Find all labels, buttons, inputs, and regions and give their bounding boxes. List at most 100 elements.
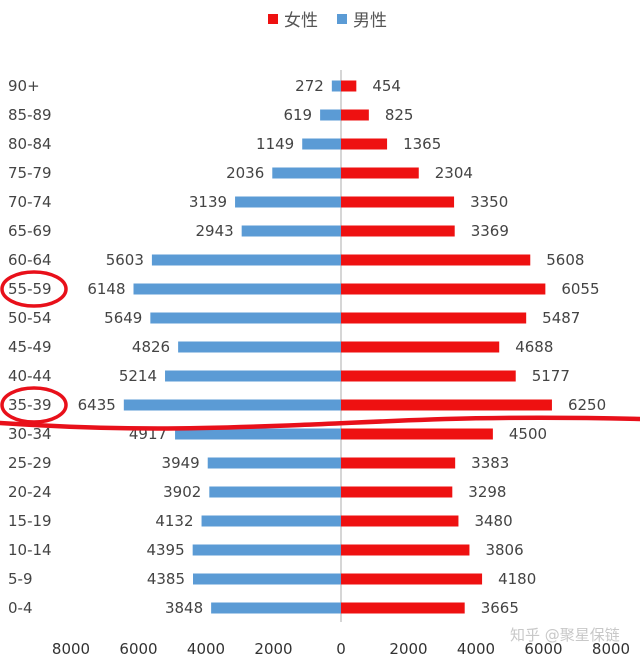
female-bar xyxy=(341,109,369,121)
female-data-label: 5177 xyxy=(532,367,570,385)
x-tick-label: 2000 xyxy=(389,640,427,658)
female-bar xyxy=(341,138,388,150)
female-bar xyxy=(341,370,516,382)
male-data-label: 3848 xyxy=(165,599,203,617)
hand-drawn-annotations xyxy=(0,270,640,431)
legend-swatch-female xyxy=(268,14,278,24)
male-bar xyxy=(192,544,341,556)
female-data-label: 3369 xyxy=(471,222,509,240)
highlight-circle xyxy=(0,270,68,308)
highlight-circle xyxy=(0,386,68,424)
female-bar xyxy=(341,283,546,295)
x-tick-label: 6000 xyxy=(524,640,562,658)
female-data-label: 6250 xyxy=(568,396,606,414)
male-bar xyxy=(235,196,341,208)
watermark-text: 知乎 @聚星保链 xyxy=(510,626,620,644)
female-data-label: 3806 xyxy=(485,541,523,559)
male-data-label: 3949 xyxy=(162,454,200,472)
female-bar xyxy=(341,225,455,237)
category-label: 50-54 xyxy=(8,309,52,327)
plot-area: 0-4 3848 3665 5-9 4385 4180 10-14 4395 3806 15-19… xyxy=(8,70,630,658)
female-bar xyxy=(341,312,527,324)
male-bar xyxy=(165,370,341,382)
category-label: 30-34 xyxy=(8,425,52,443)
category-label: 65-69 xyxy=(8,222,52,240)
x-tick-label: 4000 xyxy=(187,640,225,658)
category-label: 5-9 xyxy=(8,570,33,588)
female-data-label: 4180 xyxy=(498,570,536,588)
female-bar xyxy=(341,196,455,208)
male-data-label: 3139 xyxy=(189,193,227,211)
category-label: 25-29 xyxy=(8,454,52,472)
x-tick-label: 0 xyxy=(336,640,346,658)
male-bar xyxy=(241,225,341,237)
category-label: 60-64 xyxy=(8,251,52,269)
female-bar xyxy=(341,602,465,614)
male-data-label: 4385 xyxy=(147,570,185,588)
male-bar xyxy=(151,254,341,266)
female-data-label: 5608 xyxy=(546,251,584,269)
category-label: 10-14 xyxy=(8,541,52,559)
female-bar xyxy=(341,341,500,353)
female-data-label: 3480 xyxy=(474,512,512,530)
male-data-label: 3902 xyxy=(163,483,201,501)
male-bar xyxy=(178,341,341,353)
male-bar xyxy=(211,602,341,614)
category-label: 80-84 xyxy=(8,135,52,153)
female-data-label: 3350 xyxy=(470,193,508,211)
male-bar xyxy=(331,80,341,92)
female-bar xyxy=(341,515,459,527)
female-bar xyxy=(341,573,483,585)
male-data-label: 1149 xyxy=(256,135,294,153)
category-label: 0-4 xyxy=(8,599,33,617)
male-bar xyxy=(207,457,341,469)
x-tick-label: 8000 xyxy=(52,640,90,658)
female-bar xyxy=(341,428,493,440)
male-data-label: 6148 xyxy=(87,280,125,298)
male-bar xyxy=(175,428,341,440)
legend-swatch-male xyxy=(337,14,347,24)
x-tick-label: 4000 xyxy=(457,640,495,658)
male-bar xyxy=(193,573,341,585)
legend: 女性 男性 xyxy=(268,11,387,31)
male-data-label: 5214 xyxy=(119,367,157,385)
male-bar xyxy=(133,283,341,295)
male-data-label: 4132 xyxy=(155,512,193,530)
female-data-label: 3298 xyxy=(468,483,506,501)
female-bar xyxy=(341,167,419,179)
category-label: 20-24 xyxy=(8,483,52,501)
legend-label-male: 男性 xyxy=(353,11,387,31)
category-label: 75-79 xyxy=(8,164,52,182)
female-data-label: 4688 xyxy=(515,338,553,356)
female-data-label: 2304 xyxy=(435,164,473,182)
male-bar xyxy=(201,515,341,527)
category-label: 40-44 xyxy=(8,367,52,385)
male-data-label: 4826 xyxy=(132,338,170,356)
female-bar xyxy=(341,254,531,266)
female-data-label: 825 xyxy=(385,106,414,124)
male-data-label: 2036 xyxy=(226,164,264,182)
female-data-label: 5487 xyxy=(542,309,580,327)
category-label: 70-74 xyxy=(8,193,52,211)
male-data-label: 272 xyxy=(295,77,324,95)
female-data-label: 3665 xyxy=(481,599,519,617)
male-bar xyxy=(209,486,341,498)
highlight-underline xyxy=(0,415,640,431)
male-bar xyxy=(272,167,341,179)
male-data-label: 4395 xyxy=(146,541,184,559)
male-bar xyxy=(123,399,341,411)
category-label: 55-59 xyxy=(8,280,52,298)
category-label: 90+ xyxy=(8,77,40,95)
category-label: 85-89 xyxy=(8,106,52,124)
x-tick-label: 2000 xyxy=(254,640,292,658)
female-bar xyxy=(341,457,456,469)
female-data-label: 6055 xyxy=(561,280,599,298)
male-data-label: 5649 xyxy=(104,309,142,327)
male-data-label: 6435 xyxy=(78,396,116,414)
legend-label-female: 女性 xyxy=(284,11,318,31)
category-label: 35-39 xyxy=(8,396,52,414)
category-label: 15-19 xyxy=(8,512,52,530)
male-data-label: 2943 xyxy=(195,222,233,240)
category-label: 45-49 xyxy=(8,338,52,356)
